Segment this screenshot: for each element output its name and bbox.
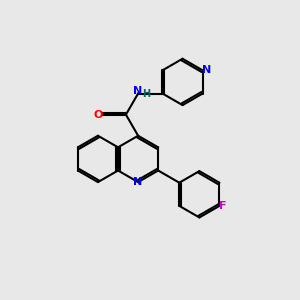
Text: N: N	[202, 65, 211, 75]
Text: N: N	[133, 85, 142, 95]
Text: H: H	[142, 88, 151, 98]
Text: O: O	[94, 110, 103, 120]
Text: N: N	[134, 177, 143, 187]
Text: F: F	[219, 201, 227, 211]
